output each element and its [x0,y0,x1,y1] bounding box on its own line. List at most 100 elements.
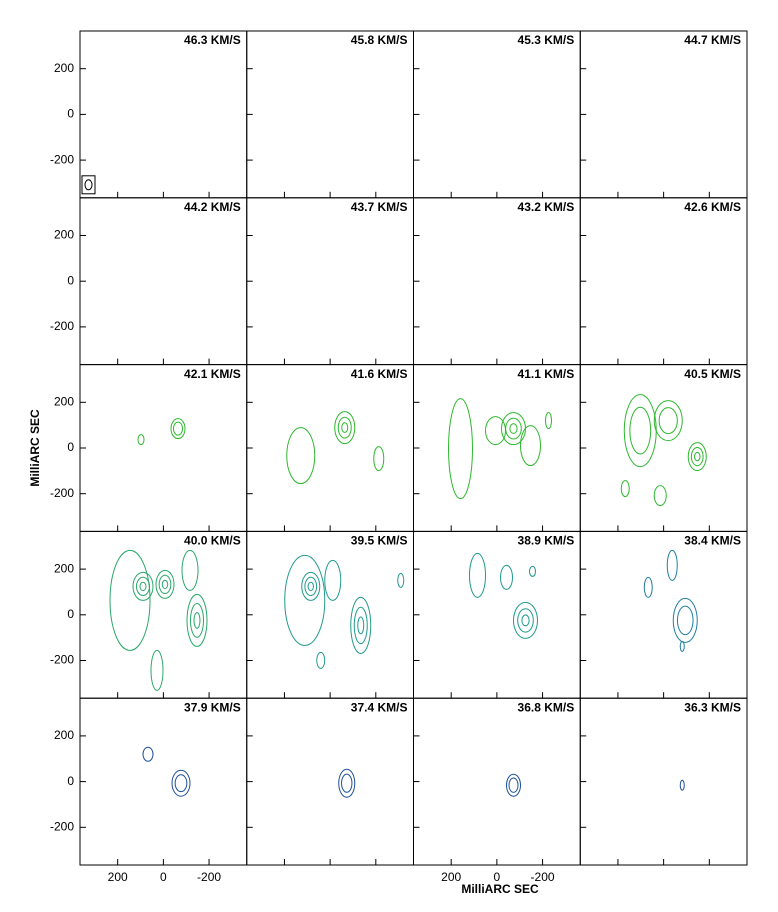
contour [509,423,518,434]
panel-frame [246,197,414,366]
contour [373,446,385,472]
contour [687,442,707,472]
beam [84,179,93,191]
x-tick-label: 200 [441,870,461,884]
contour [155,569,175,599]
y-tick-label: 200 [54,561,74,575]
contour [350,596,372,654]
contour [174,774,188,793]
contour [109,549,151,651]
y-tick-label: -200 [50,152,74,166]
velocity-label: 36.3 KM/S [684,700,741,714]
contour [357,616,365,635]
velocity-label: 37.9 KM/S [184,700,241,714]
contour [513,601,538,639]
contour [694,451,701,462]
contour [353,606,368,645]
contour [286,427,316,485]
y-tick-label: 200 [54,394,74,408]
contour [653,400,683,442]
velocity-label: 42.6 KM/S [684,200,741,214]
y-tick-label: -200 [50,486,74,500]
y-tick-label: 200 [54,228,74,242]
panel-frame [413,30,581,199]
contour [679,779,685,791]
x-tick-label: 0 [160,870,167,884]
y-tick-label: 0 [67,440,74,454]
contour [301,571,321,601]
y-tick-label: 0 [67,273,74,287]
velocity-label: 46.3 KM/S [184,33,241,47]
contour [161,579,169,590]
panel-frame [246,30,414,199]
contour [521,614,530,627]
contour [623,394,657,468]
velocity-label: 41.1 KM/S [518,367,575,381]
velocity-label: 42.1 KM/S [184,367,241,381]
contour [485,416,506,446]
contour [506,773,521,797]
panel-frame [579,197,748,366]
velocity-label: 40.0 KM/S [184,534,241,548]
contour [448,398,473,500]
contour [186,593,208,647]
y-tick-label: 200 [54,61,74,75]
x-tick-label: 200 [108,870,128,884]
y-tick-label: 200 [54,728,74,742]
y-tick-label: 0 [67,774,74,788]
panel-frame [413,530,581,699]
contour [171,769,191,797]
contour [629,406,652,455]
contour [666,549,678,581]
contour [397,572,405,588]
contour [142,746,154,762]
contour [334,411,356,445]
contour [658,407,678,435]
panel-frame [79,197,248,366]
y-tick-label: -200 [50,319,74,333]
velocity-label: 45.8 KM/S [351,33,408,47]
x-axis-label: MilliARC SEC [461,882,539,896]
velocity-label: 39.5 KM/S [351,534,408,548]
velocity-label: 37.4 KM/S [351,700,408,714]
velocity-label: 44.2 KM/S [184,200,241,214]
y-tick-label: 0 [67,107,74,121]
contour [181,549,199,591]
contour [508,777,519,793]
contour [304,576,318,597]
beam-box [81,175,96,195]
contour [469,552,486,598]
panel-frame [413,364,581,532]
contour [190,603,204,638]
panel-frame [79,30,248,199]
y-tick-label: -200 [50,819,74,833]
contour [316,651,326,669]
contour [136,576,150,597]
x-tick-label: -200 [531,870,555,884]
contour [137,434,145,446]
contour [505,417,522,440]
contour [620,480,630,498]
contour [672,597,698,643]
velocity-label: 41.6 KM/S [351,367,408,381]
velocity-label: 43.2 KM/S [518,200,575,214]
panel-frame [79,697,248,866]
contour [193,612,201,629]
contour [341,422,349,433]
velocity-label: 45.3 KM/S [518,33,575,47]
panel-frame [579,30,748,199]
y-axis-label: MilliARC SEC [28,409,42,487]
contour [172,421,184,436]
contour [517,608,534,633]
contour [150,649,164,691]
velocity-label: 43.7 KM/S [351,200,408,214]
velocity-label: 40.5 KM/S [684,367,741,381]
panel-frame [579,364,748,532]
contour [653,485,667,507]
contour [679,640,685,652]
panel-frame [413,697,581,866]
panel-frame [579,697,748,866]
contour [676,605,694,636]
contour [529,565,536,577]
